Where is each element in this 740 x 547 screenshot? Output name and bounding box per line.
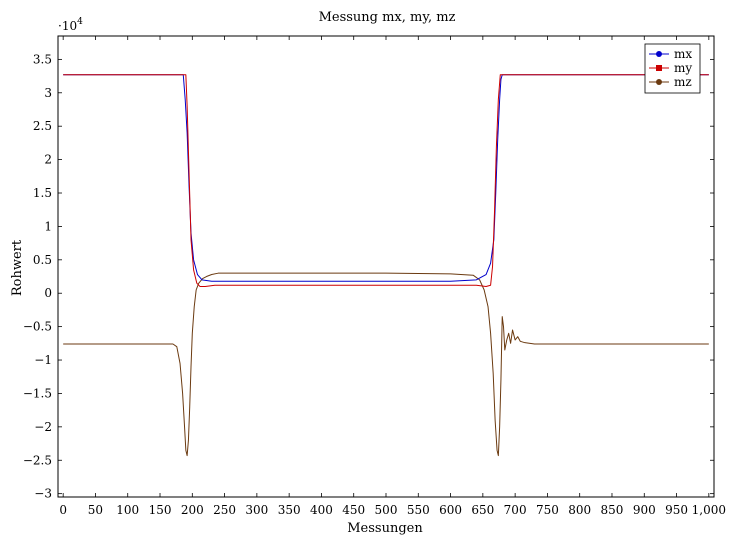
- legend-marker-mx: [656, 51, 662, 57]
- x-tick-label: 350: [278, 503, 301, 517]
- y-axis-label: Rohwert: [10, 239, 25, 296]
- y-tick-label: 1: [44, 219, 52, 233]
- y-tick-label: 0: [44, 286, 52, 300]
- legend-label-my: my: [674, 61, 692, 75]
- plot-frame: [57, 35, 715, 498]
- chart-title: Messung mx, my, mz: [319, 10, 456, 25]
- x-tick-label: 600: [439, 503, 462, 517]
- x-tick-label: 850: [601, 503, 624, 517]
- x-tick-label: 500: [375, 503, 398, 517]
- legend-label-mz: mz: [674, 75, 692, 89]
- x-tick-label: 150: [149, 503, 172, 517]
- y-multiplier: ·104: [58, 17, 83, 33]
- y-tick-label: −2.5: [23, 453, 52, 467]
- x-axis-label: Messungen: [347, 521, 423, 536]
- y-axis: −3 −2.5 −2 −1.5 −1 −0.5 0 0.5 1 1.5 2 2.5 3 3.5: [23, 52, 714, 501]
- x-tick-label: 1,000: [692, 503, 726, 517]
- legend-marker-mz: [656, 79, 662, 85]
- x-tick-label: 950: [665, 503, 688, 517]
- legend-label-mx: mx: [674, 47, 692, 61]
- x-tick-label: 0: [59, 503, 67, 517]
- y-tick-label: −3: [34, 487, 52, 501]
- x-tick-label: 400: [310, 503, 333, 517]
- y-tick-label: 3: [44, 86, 52, 100]
- x-tick-label: 200: [181, 503, 204, 517]
- x-tick-label: 700: [504, 503, 527, 517]
- y-tick-label: 2.5: [33, 119, 52, 133]
- y-tick-label: −0.5: [23, 320, 52, 334]
- x-tick-label: 800: [568, 503, 591, 517]
- y-tick-label: 2: [44, 153, 52, 167]
- y-tick-label: 1.5: [33, 186, 52, 200]
- x-axis: 0 50 100 150 200 250 300 350 400 450 500 550 600 650 7…: [59, 36, 726, 517]
- series-layer: [63, 74, 709, 457]
- legend-marker-my: [656, 65, 662, 71]
- x-tick-label: 250: [213, 503, 236, 517]
- x-tick-label: 100: [116, 503, 139, 517]
- x-tick-label: 50: [88, 503, 103, 517]
- series-line-my: [63, 74, 709, 288]
- y-tick-label: 3.5: [33, 52, 52, 66]
- x-tick-label: 750: [536, 503, 559, 517]
- y-multiplier-base: ·10: [58, 19, 77, 33]
- x-tick-label: 550: [407, 503, 430, 517]
- series-line-mx: [63, 74, 709, 282]
- x-tick-label: 900: [633, 503, 656, 517]
- y-tick-label: −1.5: [23, 386, 52, 400]
- y-tick-label: −1: [34, 353, 52, 367]
- x-tick-label: 450: [342, 503, 365, 517]
- y-tick-label: 0.5: [33, 253, 52, 267]
- series-line-mz: [63, 272, 709, 457]
- x-tick-label: 650: [471, 503, 494, 517]
- y-multiplier-exponent: 4: [77, 17, 83, 27]
- y-tick-label: −2: [34, 420, 52, 434]
- x-tick-label: 300: [245, 503, 268, 517]
